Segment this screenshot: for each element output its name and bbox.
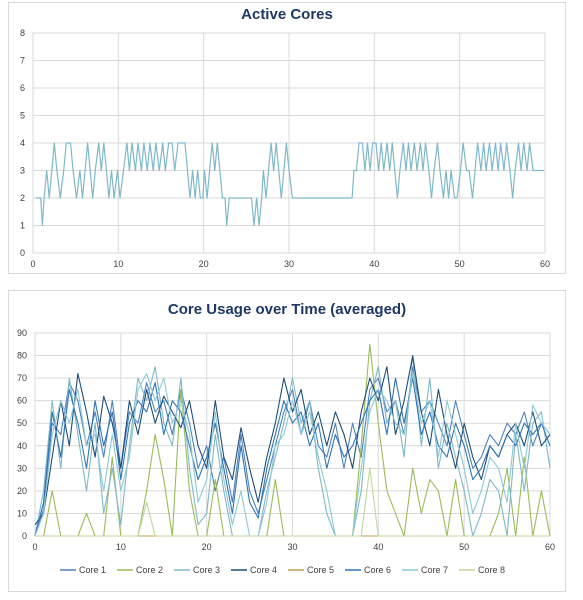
legend-label: Core 7: [421, 565, 448, 575]
series-line-core-3: [34, 355, 551, 537]
x-tick-label: 10: [116, 542, 126, 552]
x-tick-label: 0: [32, 542, 37, 552]
x-tick-label: 40: [373, 542, 383, 552]
legend-item-core-4: Core 4: [231, 565, 277, 575]
series-line-core-4: [34, 355, 551, 526]
y-tick-label: 60: [17, 396, 27, 406]
legend-item-core-6: Core 6: [345, 565, 391, 575]
core-usage-panel: Core Usage over Time (averaged) 0 10 20 30 4…: [8, 290, 566, 592]
x-tick-label: 10: [113, 259, 123, 269]
x-tick-label: 0: [30, 259, 35, 269]
legend-label: Core 3: [193, 565, 220, 575]
x-tick-label: 30: [284, 259, 294, 269]
y-tick-label: 0: [22, 531, 27, 541]
x-tick-label: 30: [287, 542, 297, 552]
y-tick-label: 4: [20, 138, 25, 148]
y-tick-label: 3: [20, 166, 25, 176]
y-tick-label: 1: [20, 221, 25, 231]
core-usage-chart: 0 10 20 30 40 50 60 70 80 90 0 10 20 30 40 50 60 Core 1 Co…: [17, 328, 555, 575]
legend-item-core-3: Core 3: [174, 565, 220, 575]
y-tick-label: 6: [20, 83, 25, 93]
y-tick-label: 90: [17, 328, 27, 338]
y-tick-label: 70: [17, 373, 27, 383]
legend-item-core-5: Core 5: [288, 565, 334, 575]
x-tick-label: 20: [199, 259, 209, 269]
legend-item-core-1: Core 1: [60, 565, 106, 575]
active-cores-chart: 0 1 2 3 4 5 6 7 8 0 10 20 30 40 50 60: [20, 28, 550, 269]
legend-item-core-2: Core 2: [117, 565, 163, 575]
x-tick-label: 20: [202, 542, 212, 552]
legend-label: Core 6: [364, 565, 391, 575]
active-cores-panel: Active Cores 0 1 2 3 4 5 6 7 8 0 10 20 30 40 50 60: [8, 2, 566, 274]
x-tick-label: 60: [545, 542, 555, 552]
legend-label: Core 5: [307, 565, 334, 575]
series-line-core-8: [35, 467, 550, 537]
legend-label: Core 1: [79, 565, 106, 575]
legend-item-core-8: Core 8: [459, 565, 505, 575]
y-tick-label: 40: [17, 441, 27, 451]
y-tick-label: 0: [20, 248, 25, 258]
y-tick-label: 30: [17, 463, 27, 473]
series-line-core-6: [34, 377, 551, 537]
y-tick-label: 10: [17, 508, 27, 518]
legend-label: Core 2: [136, 565, 163, 575]
series-line-1: [35, 142, 545, 227]
x-tick-label: 50: [455, 259, 465, 269]
y-tick-label: 50: [17, 418, 27, 428]
core-usage-title: Core Usage over Time (averaged): [167, 301, 407, 318]
y-tick-label: 7: [20, 56, 25, 66]
y-tick-label: 2: [20, 193, 25, 203]
y-tick-label: 8: [20, 28, 25, 38]
active-cores-title: Active Cores: [241, 6, 333, 23]
y-tick-label: 5: [20, 111, 25, 121]
legend-label: Core 8: [478, 565, 505, 575]
series-line-core-7: [34, 373, 551, 537]
x-tick-label: 40: [369, 259, 379, 269]
x-tick-label: 50: [459, 542, 469, 552]
y-tick-label: 80: [17, 351, 27, 361]
y-tick-label: 20: [17, 486, 27, 496]
legend-label: Core 4: [250, 565, 277, 575]
x-tick-label: 60: [540, 259, 550, 269]
legend-item-core-7: Core 7: [402, 565, 448, 575]
